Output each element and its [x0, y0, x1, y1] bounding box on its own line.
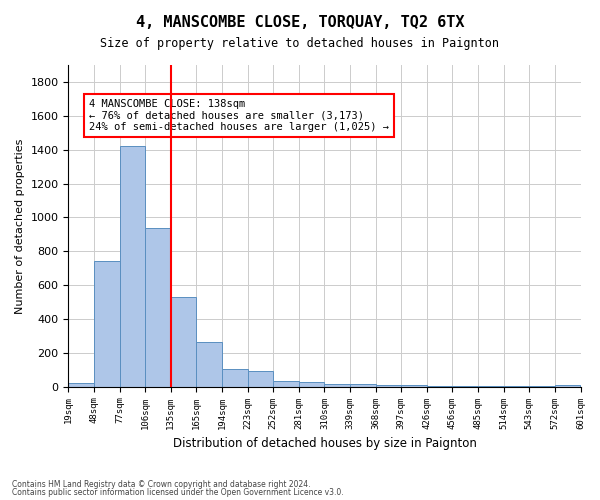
Bar	[325, 384, 350, 386]
Bar	[248, 372, 273, 386]
Bar	[119, 146, 145, 386]
Bar	[145, 228, 171, 386]
Bar	[299, 382, 325, 386]
Bar	[68, 383, 94, 386]
Y-axis label: Number of detached properties: Number of detached properties	[15, 138, 25, 314]
Bar	[273, 381, 299, 386]
Text: 4, MANSCOMBE CLOSE, TORQUAY, TQ2 6TX: 4, MANSCOMBE CLOSE, TORQUAY, TQ2 6TX	[136, 15, 464, 30]
Bar	[94, 262, 119, 386]
Text: Contains public sector information licensed under the Open Government Licence v3: Contains public sector information licen…	[12, 488, 344, 497]
Text: Size of property relative to detached houses in Paignton: Size of property relative to detached ho…	[101, 38, 499, 51]
X-axis label: Distribution of detached houses by size in Paignton: Distribution of detached houses by size …	[173, 437, 476, 450]
Bar	[376, 385, 401, 386]
Bar	[171, 297, 196, 386]
Bar	[350, 384, 376, 386]
Bar	[555, 384, 580, 386]
Text: 4 MANSCOMBE CLOSE: 138sqm
← 76% of detached houses are smaller (3,173)
24% of se: 4 MANSCOMBE CLOSE: 138sqm ← 76% of detac…	[89, 99, 389, 132]
Bar	[196, 342, 222, 386]
Text: Contains HM Land Registry data © Crown copyright and database right 2024.: Contains HM Land Registry data © Crown c…	[12, 480, 311, 489]
Bar	[222, 370, 248, 386]
